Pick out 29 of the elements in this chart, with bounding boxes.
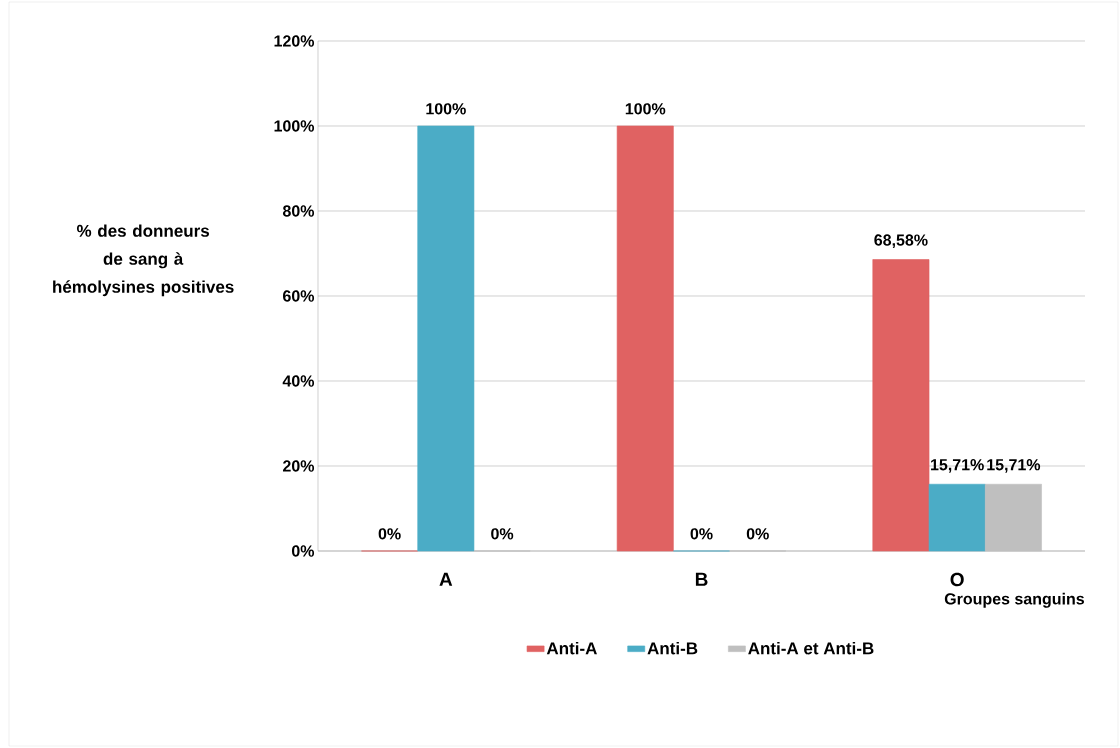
bar bbox=[928, 483, 986, 552]
data-label: 0% bbox=[690, 528, 713, 540]
bar bbox=[417, 125, 475, 552]
x-tick-label: B bbox=[695, 572, 708, 586]
y-tick-label: 40% bbox=[282, 375, 315, 387]
data-label: 15,71% bbox=[987, 459, 1041, 473]
data-label: 15,71% bbox=[931, 459, 984, 473]
bar bbox=[984, 483, 1042, 552]
data-label: 100% bbox=[426, 103, 466, 115]
y-axis-title: % des donneurs de sang à hémolysines positives bbox=[53, 224, 234, 297]
data-label: 0% bbox=[491, 528, 514, 540]
x-tick-label: A bbox=[439, 572, 453, 586]
data-label: 100% bbox=[625, 103, 666, 115]
data-label: 0% bbox=[378, 528, 401, 540]
bar bbox=[872, 259, 930, 552]
data-label: 0% bbox=[746, 528, 769, 540]
y-tick-label: 0% bbox=[291, 545, 315, 557]
data-label: 68,58% bbox=[874, 234, 928, 248]
y-tick-label: 80% bbox=[282, 205, 315, 217]
y-tick-label: 120% bbox=[274, 35, 315, 47]
legend-label: Anti-A bbox=[546, 641, 597, 655]
y-tick-label: 100% bbox=[274, 120, 315, 132]
x-tick-label: O bbox=[950, 572, 964, 587]
y-tick-label: 20% bbox=[282, 460, 315, 472]
legend-label: Anti-B bbox=[647, 641, 698, 655]
y-tick-label: 60% bbox=[283, 290, 315, 302]
bar bbox=[616, 125, 674, 552]
x-axis-title: Groupes sanguins bbox=[944, 592, 1085, 608]
legend-label: Anti-A et Anti-B bbox=[748, 641, 874, 655]
